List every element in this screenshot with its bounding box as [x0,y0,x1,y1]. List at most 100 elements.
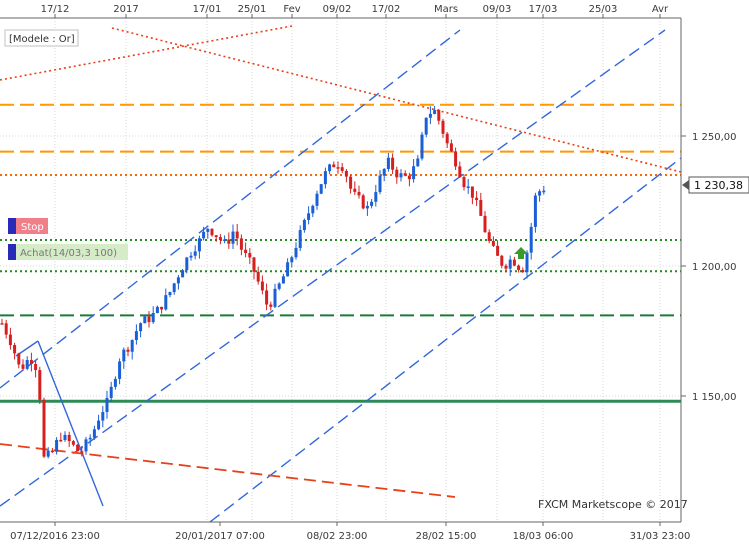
stop-order-tag[interactable] [8,218,48,234]
candle-body [248,253,252,258]
candle-body [84,439,88,452]
credit-text: FXCM Marketscope © 2017 [538,498,688,511]
candle-body [332,164,336,168]
bottom-tick-label: 18/03 06:00 [513,531,574,542]
chart-title: [Modele : Or] [9,34,75,45]
candle-body [315,193,319,206]
candle-body [462,177,466,188]
candle-body [378,175,382,193]
candle-body [67,434,71,442]
buy-order-marker [8,244,16,260]
candle-body [517,265,521,270]
candle-body [407,175,411,180]
candle-body [382,169,386,176]
candle-body [218,237,222,241]
candle-body [269,304,273,307]
trendline-impulse-line-a [37,340,104,507]
candle-body [466,186,470,188]
candle-body [340,167,344,171]
candle-body [46,450,50,457]
candle-body [441,120,445,134]
candle-body [172,283,176,293]
overlays: [Modele : Or] Stop Achat(14/03,3 100) FX… [4,29,749,511]
candle-body [168,292,172,296]
trendline-channel-upper [0,29,461,389]
candle-body [92,429,96,438]
candle-body [13,345,17,354]
buy-order-label: Achat(14/03,3 100) [20,248,117,259]
candle-body [160,306,164,310]
top-tick-label: 17/02 [372,4,401,15]
candle-body [302,219,306,231]
candle-body [525,252,529,273]
candle-body [542,190,546,193]
candle-body [8,334,12,346]
candle-body [55,439,59,452]
y-tick-label: 1 250,00 [692,132,737,143]
candle-body [101,412,105,421]
candle-body [235,231,239,239]
candle-body [437,110,441,121]
candle-body [189,255,193,258]
candle-body [529,226,533,253]
top-tick-label: Mars [434,4,458,15]
candle-body [42,399,46,457]
candle-body [206,228,210,232]
candle-body [479,200,483,216]
candle-body [386,157,390,170]
bottom-tick-label: 31/03 23:00 [630,531,691,542]
candle-body [29,360,33,364]
candle-body [512,259,516,266]
candle-body [470,186,474,198]
candle-body [449,143,453,152]
candle-body [223,239,227,242]
candle-body [374,192,378,202]
candle-body [143,316,147,324]
candle-body [97,420,101,430]
candle-body [134,331,138,341]
candle-body [349,176,353,189]
candle-body [403,173,407,176]
candle-body [214,235,218,238]
candle-body [202,231,206,239]
buy-order-tag[interactable] [8,244,128,260]
candle-body [416,158,420,167]
candle-body [0,323,4,325]
last-price-pointer-icon [682,180,689,190]
candle-body [231,231,235,244]
candle-body [365,205,369,209]
y-tick-label: 1 200,00 [692,262,737,273]
top-tick-label: Avr [652,4,669,15]
candle-body [399,173,403,178]
bottom-tick-label: 20/01/2017 07:00 [175,531,265,542]
candle-body [76,444,80,452]
candle-body [197,238,201,252]
candle-body [500,255,504,266]
candle-body [395,169,399,178]
candle-body [277,283,281,289]
top-tick-label: 2017 [113,4,138,15]
candle-body [533,195,537,227]
trendline-channel-middle [0,29,666,507]
buy-signal-arrow-icon [514,247,528,259]
bottom-tick-label: 28/02 15:00 [416,531,477,542]
candle-body [273,288,277,307]
candle-body [319,184,323,194]
candle-body [412,166,416,180]
top-tick-label: 09/02 [323,4,352,15]
candle-body [491,240,495,246]
candle-body [294,247,298,258]
top-tick-label: Fev [283,4,300,15]
candle-body [458,166,462,178]
candle-body [21,364,25,369]
top-tick-label: 25/03 [589,4,618,15]
bottom-tick-label: 08/02 23:00 [307,531,368,542]
candle-body [496,245,500,256]
y-tick-label: 1 150,00 [692,392,737,403]
candle-body [80,451,84,453]
candle-body [130,340,134,352]
candle-body [286,262,290,277]
candle-body [265,290,269,305]
